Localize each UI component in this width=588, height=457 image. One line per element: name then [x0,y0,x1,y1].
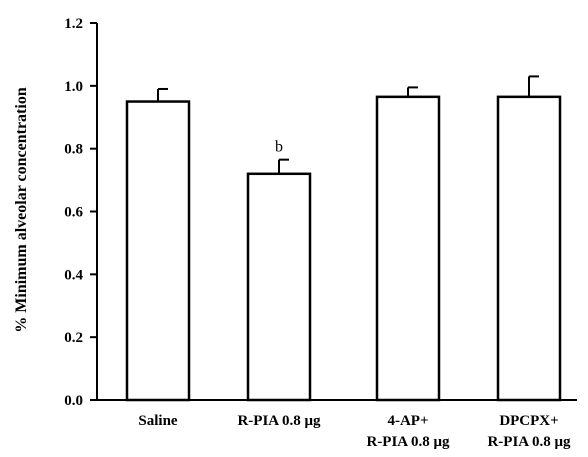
x-tick-labels: Saline R-PIA 0.8 μg 4-AP+ R-PIA 0.8 μg DPCPX… [138,413,571,450]
y-tick-label: 1.2 [64,16,83,32]
significance-annotation: b [275,139,283,156]
x-tick-label: R-PIA 0.8 μg [237,413,321,429]
bar [125,100,191,402]
x-tick-label-line2: R-PIA 0.8 μg [366,434,450,450]
y-tick-label: 0.6 [64,205,83,221]
x-tick-label: Saline [138,413,178,429]
y-tick-label: 0.8 [64,142,83,158]
bar [375,95,441,402]
x-tick-label: DPCPX+ [499,413,558,429]
y-ticks: 0.0 0.2 0.4 0.6 0.8 1.0 1.2 [64,16,97,409]
y-tick-label: 1.0 [64,79,83,95]
bar [496,95,562,402]
x-tick-label: 4-AP+ [387,413,428,429]
y-tick-label: 0.0 [64,393,83,409]
y-tick-label: 0.4 [64,267,83,283]
bar [246,172,312,402]
x-tick-label-line2: R-PIA 0.8 μg [487,434,571,450]
y-axis-label: % Minimum alveolar concentration [13,87,30,333]
bars: b [125,75,562,402]
y-tick-label: 0.2 [64,330,83,346]
